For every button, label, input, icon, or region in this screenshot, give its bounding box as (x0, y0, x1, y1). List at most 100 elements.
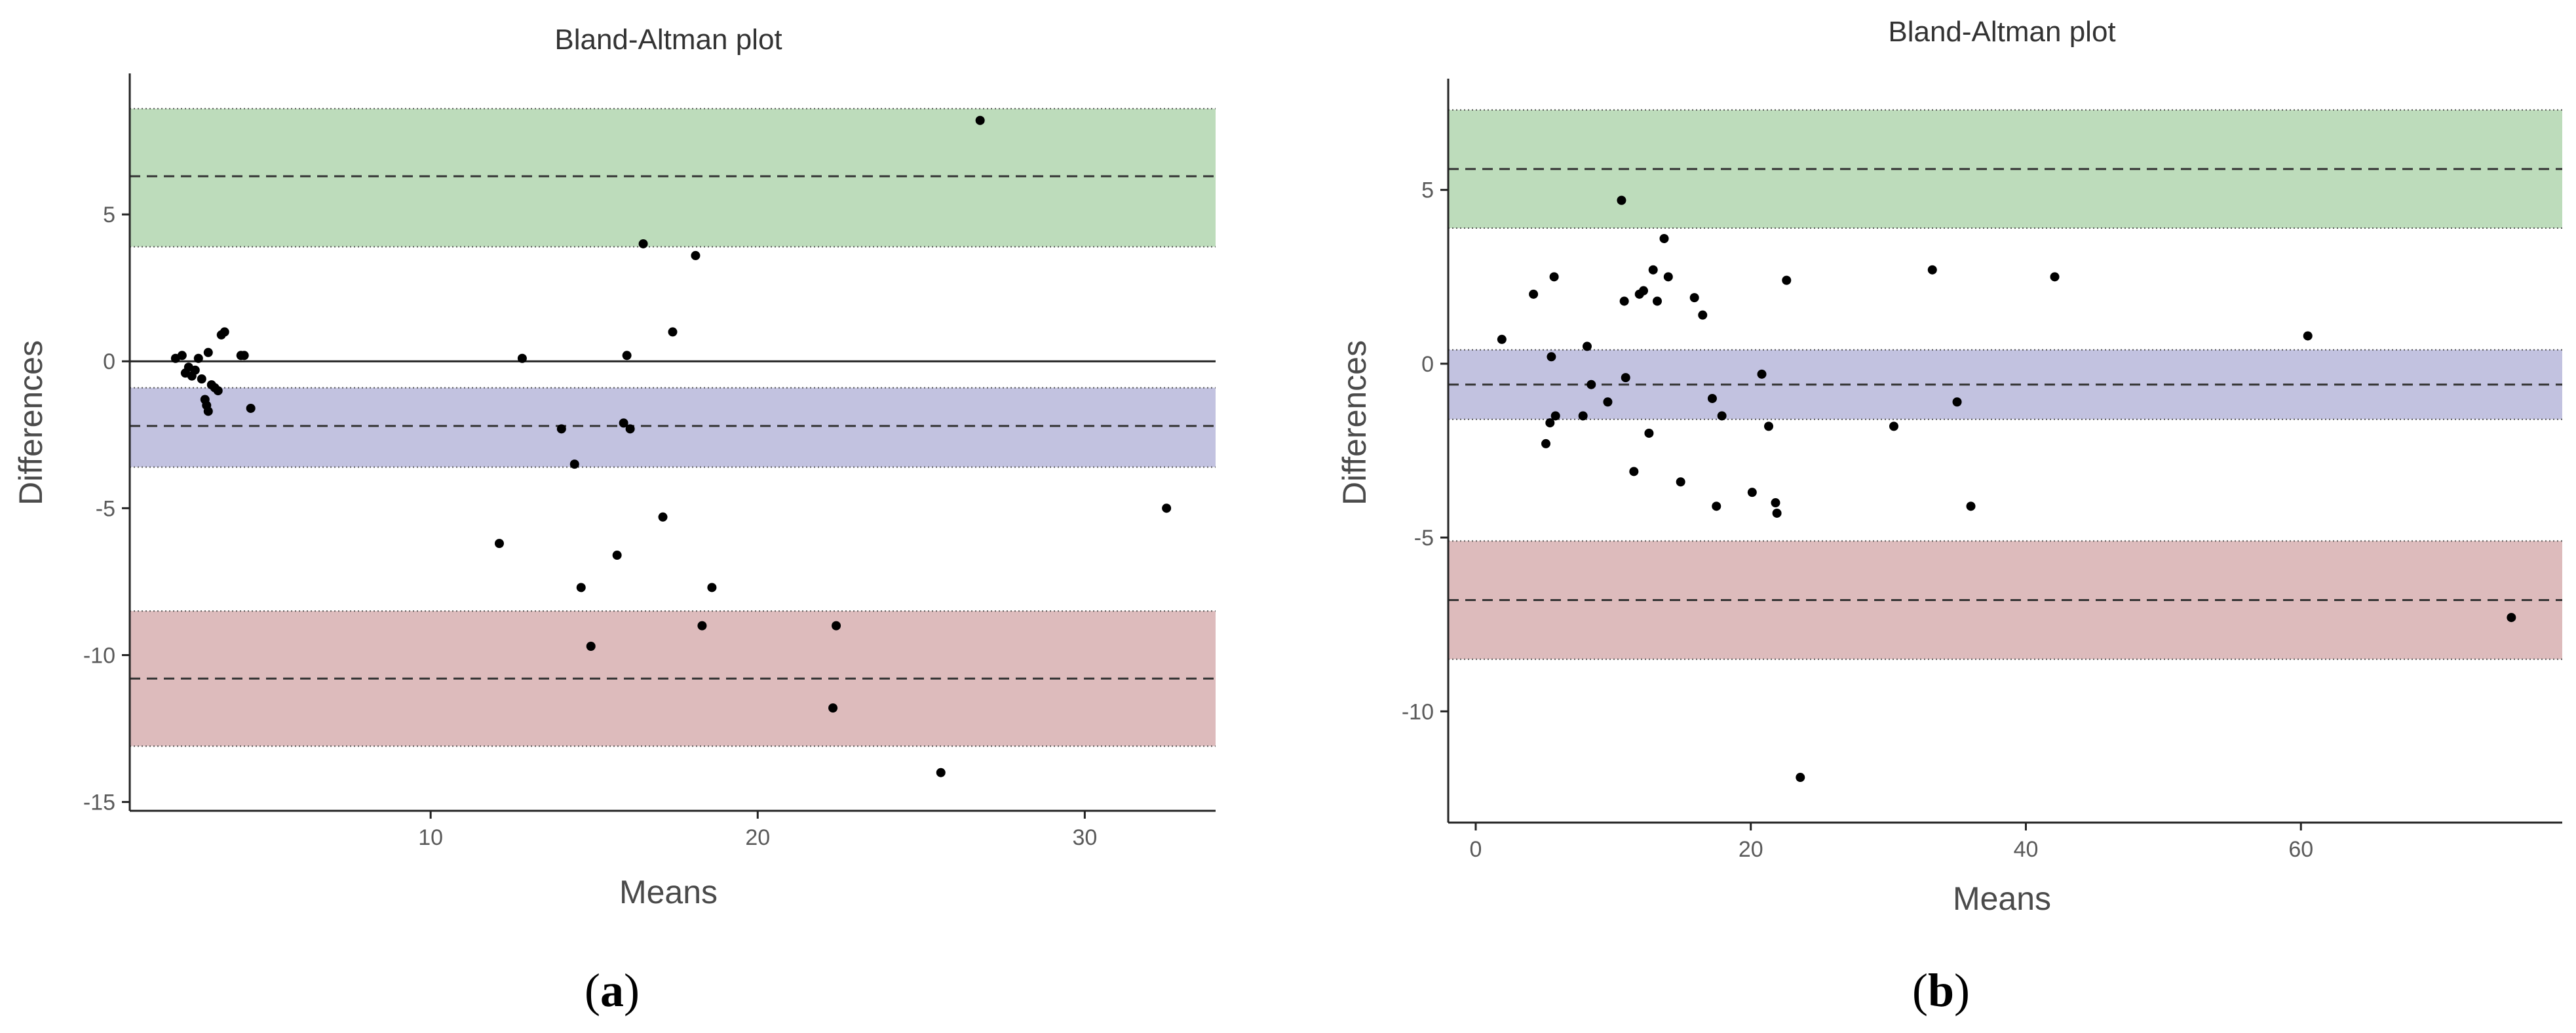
chart-b-x-tick-label: 40 (2014, 837, 2039, 862)
chart-a-data-point (832, 621, 841, 631)
chart-b-y-tick-label: 5 (1421, 178, 1434, 203)
chart-a-y-tick-label: 0 (103, 349, 115, 374)
chart-b-data-point (1547, 352, 1556, 362)
chart-a-data-point (625, 424, 635, 434)
chart-b-y-axis-label: Differences (1336, 340, 1373, 505)
chart-a-data-point (638, 239, 648, 248)
chart-a-x-ticks: 10 20 30 (418, 811, 1097, 850)
chart-a-data-point (517, 353, 527, 363)
chart-a-data-point (658, 512, 668, 522)
chart-a-data-point (569, 459, 579, 469)
chart-a-data-point (828, 703, 838, 713)
chart-a-x-tick-label: 20 (745, 825, 770, 850)
chart-a-x-axis-label: Means (619, 874, 718, 910)
chart-a-title: Bland-Altman plot (554, 24, 782, 56)
chart-b-data-point (1653, 296, 1663, 306)
chart-b-data-point (2303, 331, 2313, 341)
chart-b-data-point (1617, 195, 1626, 205)
chart-b-data-point (1582, 341, 1592, 351)
chart-a-data-point (556, 424, 566, 434)
chart-b-data-point (1545, 418, 1555, 428)
chart-a-data-point (936, 768, 946, 777)
chart-a-data-point (203, 347, 213, 357)
chart-b-data-point (1796, 773, 1805, 783)
chart-a-data-point (668, 327, 678, 337)
chart-b-data-point (1529, 289, 1539, 299)
chart-b-data-point (1619, 296, 1629, 306)
chart-a-bias-band (130, 387, 1216, 467)
chart-b-data-point (1586, 380, 1596, 389)
chart-panel-a: Bland-Altman plot 5 0 -5 -10 -15 10 20 30 Mean… (12, 24, 1216, 1017)
chart-b-data-point (1707, 393, 1717, 403)
chart-b-title: Bland-Altman plot (1888, 16, 2115, 48)
chart-b-x-tick-label: 20 (1739, 837, 1763, 862)
chart-a-data-point (203, 406, 213, 416)
chart-b-data-point (1717, 411, 1727, 421)
chart-b-data-point (1639, 286, 1649, 296)
chart-a-bands (130, 107, 1216, 747)
chart-a-data-point (691, 250, 701, 260)
chart-b-data-point (1648, 265, 1658, 275)
chart-b-data-point (1712, 501, 1721, 511)
chart-a-lines (130, 175, 1216, 680)
chart-b-y-tick-label: -10 (1402, 699, 1434, 724)
chart-a-y-tick-label: -10 (83, 643, 115, 668)
chart-b-y-tick-label: -5 (1414, 526, 1434, 551)
chart-a-data-point (697, 621, 707, 631)
chart-b-data-point (1621, 373, 1630, 383)
chart-a-data-point (586, 642, 596, 652)
chart-b-data-point (1782, 275, 1792, 285)
chart-b-data-point (1663, 272, 1673, 282)
chart-b-data-point (1698, 310, 1708, 320)
chart-a-panel-letter: a (600, 964, 624, 1017)
chart-a-data-point (1162, 503, 1172, 513)
chart-b-data-point (2050, 272, 2060, 282)
chart-b-points (1497, 195, 2516, 783)
chart-b-data-point (2507, 613, 2516, 623)
chart-b-data-point (1541, 439, 1551, 448)
chart-b-data-point (1549, 272, 1559, 282)
chart-a-y-axis-label: Differences (12, 340, 49, 505)
chart-b-axes (1447, 79, 2562, 824)
chart-b-data-point (1927, 265, 1937, 275)
chart-a-y-tick-label: -15 (83, 790, 115, 815)
chart-b-panel-label: (b) (1912, 964, 1970, 1017)
chart-b-data-point (1659, 233, 1669, 243)
chart-b-y-ticks: 5 0 -5 -10 (1402, 178, 1448, 724)
chart-a-data-point (213, 386, 223, 396)
chart-a-data-point (190, 365, 200, 375)
chart-b-panel-letter: b (1928, 964, 1954, 1017)
chart-b-data-point (1578, 411, 1588, 421)
chart-a-data-point (576, 583, 586, 593)
chart-b-x-tick-label: 0 (1470, 837, 1482, 862)
chart-a-data-point (975, 115, 985, 125)
chart-a-data-point (239, 351, 249, 361)
chart-b-x-ticks: 0 20 40 60 (1470, 823, 2313, 862)
chart-a-y-tick-label: 5 (103, 203, 115, 227)
chart-b-y-tick-label: 0 (1421, 352, 1434, 377)
chart-a-data-point (197, 374, 206, 384)
chart-a-upper-loa-band (130, 108, 1216, 247)
chart-b-x-axis-label: Means (1953, 880, 2051, 917)
chart-a-data-point (619, 418, 628, 428)
chart-b-data-point (1771, 498, 1780, 508)
chart-a-data-point (494, 539, 504, 549)
chart-b-x-tick-label: 60 (2288, 837, 2313, 862)
chart-b-data-point (1550, 411, 1560, 421)
chart-a-data-point (246, 403, 256, 413)
chart-panel-b: Bland-Altman plot 50-5-10 0 20 40 60 Means … (1336, 16, 2562, 1017)
chart-a-panel-label: (a) (585, 964, 640, 1017)
chart-a-x-tick-label: 10 (418, 825, 443, 850)
chart-b-data-point (1889, 421, 1898, 431)
chart-b-data-point (1676, 477, 1685, 487)
chart-b-data-point (1757, 369, 1767, 379)
chart-a-data-point (193, 353, 203, 363)
chart-a-data-point (707, 583, 717, 593)
chart-b-data-point (1966, 501, 1976, 511)
chart-b-data-point (1689, 293, 1699, 303)
chart-b-data-point (1603, 397, 1613, 407)
chart-a-data-point (612, 551, 622, 560)
chart-a-points (170, 115, 1172, 777)
chart-b-data-point (1644, 428, 1654, 438)
